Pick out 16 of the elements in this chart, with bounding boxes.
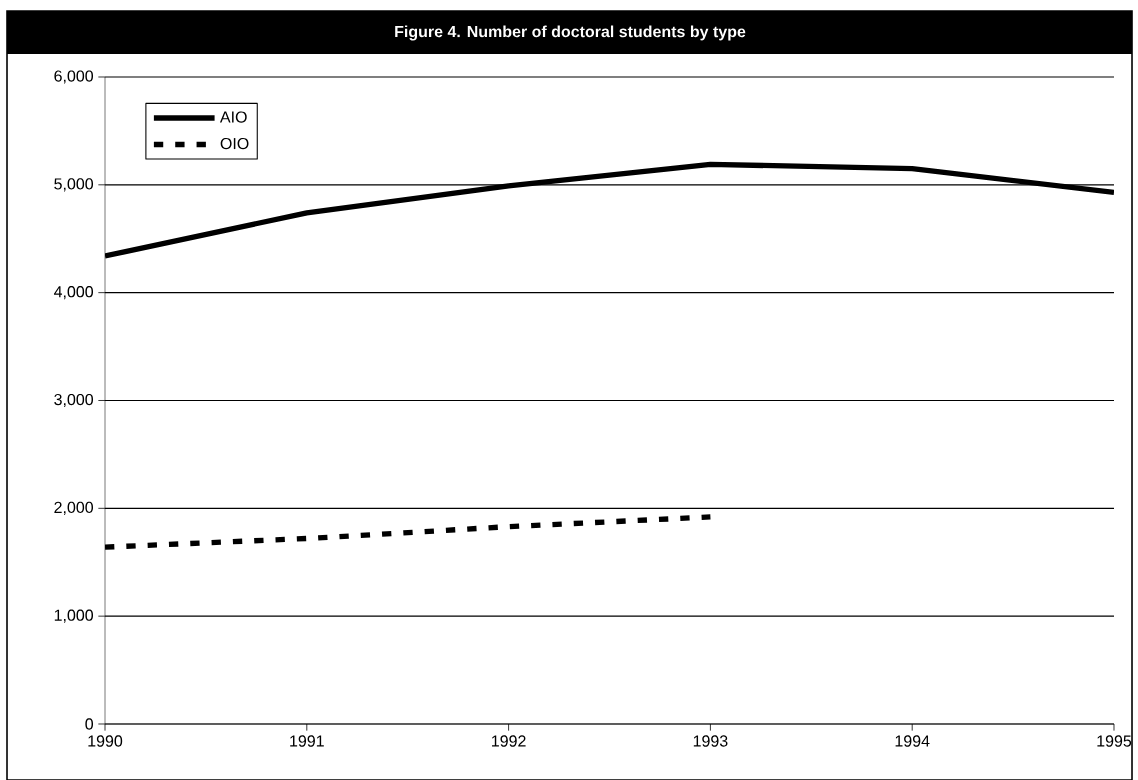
y-tick-label: 3,000 [54,393,94,408]
y-tick-label: 4,000 [53,286,94,300]
chart-title: Figure 4. Number of doctoral students by type [395,25,746,41]
x-tick-label: 1991 [290,735,324,747]
legend-label: OIO [220,137,249,150]
y-tick-label: 6,000 [54,70,94,84]
x-tick-label: 1993 [693,735,728,747]
y-tick-label: 1,000 [54,609,94,623]
x-tick-label: 1992 [492,735,526,747]
y-tick-label: 0 [85,718,94,730]
y-tick-label: 2,000 [54,501,94,515]
x-tick-label: 1995 [1097,735,1132,747]
x-tick-label: 1990 [88,735,123,747]
legend-label: AIO [219,111,247,123]
y-tick-label: 5,000 [54,178,94,192]
x-tick-label: 1994 [895,735,930,747]
